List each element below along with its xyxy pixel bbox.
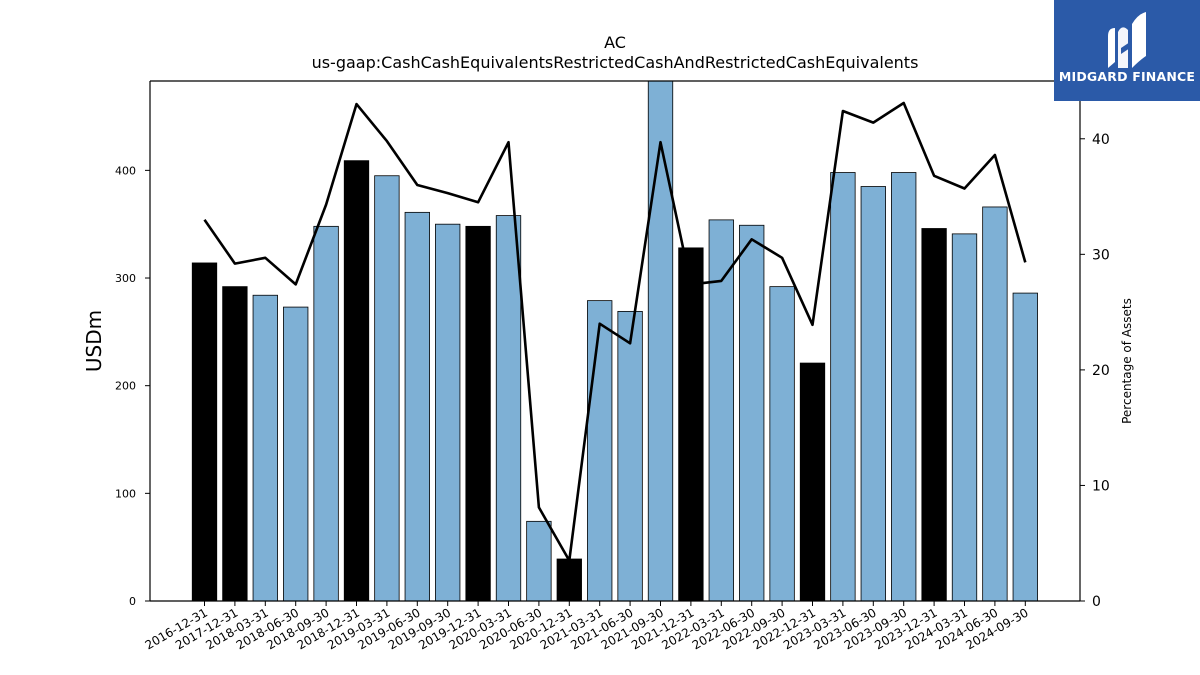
y-tick-label-300: 300 — [115, 272, 136, 285]
y2-tick-label-0: 0 — [1092, 594, 1101, 610]
bar-2022-12-31 — [799, 362, 826, 602]
bar-2021-09-30 — [647, 80, 674, 602]
bar-2022-09-30 — [769, 286, 795, 602]
y2-tick-label-40: 40 — [1092, 132, 1110, 148]
bar-2018-09-30 — [313, 225, 339, 602]
y2-tick-label-10: 10 — [1092, 478, 1110, 494]
bar-2020-03-31 — [495, 215, 522, 602]
chart-title: AC — [604, 33, 626, 52]
y2-tick-label-20: 20 — [1092, 363, 1110, 379]
bar-2021-06-30 — [617, 310, 643, 602]
line-layer — [203, 101, 1027, 562]
y-tick-label-0: 0 — [129, 595, 136, 608]
y2-axis-label: Percentage of Assets — [1120, 298, 1134, 424]
percentage-line — [203, 101, 1027, 562]
y-tick-label-200: 200 — [115, 380, 136, 393]
bar-2019-06-30 — [404, 211, 430, 602]
bar-2018-06-30 — [283, 306, 309, 602]
bar-2016-12-31 — [191, 262, 218, 602]
bar-2024-06-30 — [982, 206, 1008, 602]
bar-2022-06-30 — [739, 224, 765, 602]
y-tick-label-400: 400 — [115, 164, 136, 177]
bar-2023-03-31 — [830, 172, 856, 602]
y-tick-label-100: 100 — [115, 487, 136, 500]
bar-2023-06-30 — [860, 186, 886, 602]
midgard-logo-icon — [1108, 12, 1146, 68]
bar-2019-03-31 — [374, 175, 400, 602]
bar-2020-06-30 — [526, 520, 552, 602]
bars-layer — [191, 80, 1038, 602]
bar-2021-12-31 — [678, 247, 704, 602]
bar-2023-09-30 — [891, 172, 917, 602]
bar-2021-03-31 — [587, 300, 613, 602]
bar-2019-12-31 — [465, 225, 491, 602]
bar-2018-12-31 — [343, 160, 370, 602]
chart-subtitle: us-gaap:CashCashEquivalentsRestrictedCas… — [311, 53, 919, 72]
y2-tick-label-30: 30 — [1092, 247, 1110, 263]
bar-2019-09-30 — [435, 223, 461, 602]
bar-2024-03-31 — [951, 233, 978, 602]
bar-2017-12-31 — [222, 286, 248, 602]
brand-name: MIDGARD FINANCE — [1058, 69, 1196, 84]
bar-2024-09-30 — [1012, 292, 1038, 602]
bar-2023-12-31 — [921, 228, 947, 602]
bar-2020-12-31 — [556, 558, 582, 602]
bar-2022-03-31 — [708, 219, 734, 602]
y-axis-label: USDm — [82, 310, 106, 372]
bar-2018-03-31 — [252, 294, 278, 602]
brand-logo: MIDGARD FINANCE — [1054, 0, 1200, 101]
axes-layer: 01002003004000102030402016-12-312017-12-… — [82, 80, 1134, 652]
